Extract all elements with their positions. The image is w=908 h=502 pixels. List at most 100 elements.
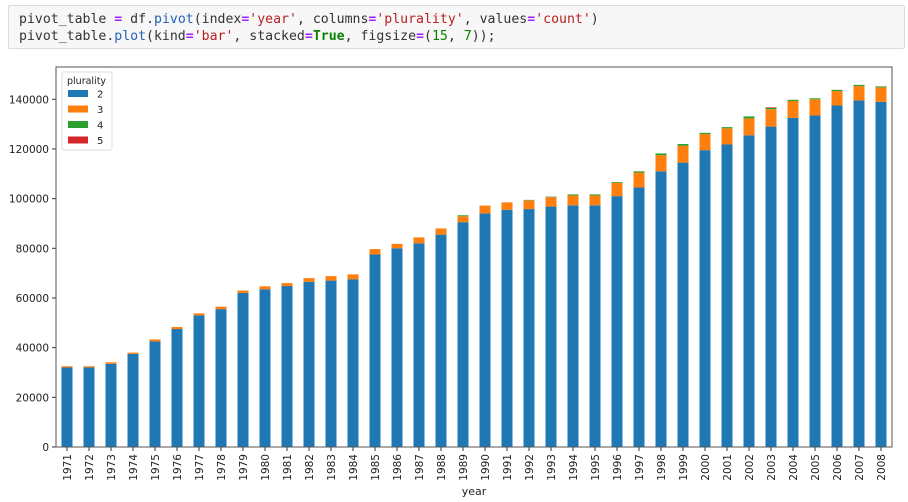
x-tick-label: 2006 xyxy=(832,454,844,481)
bar-segment-1984-3 xyxy=(347,274,359,280)
x-tick-label: 1994 xyxy=(568,454,580,481)
bar-segment-1971-2 xyxy=(61,367,73,447)
bar-segment-1979-3 xyxy=(237,290,249,294)
code-cell[interactable]: pivot_table = df.pivot(index='year', col… xyxy=(8,5,905,49)
x-tick-label: 2003 xyxy=(766,454,778,481)
y-tick-label: 20000 xyxy=(16,392,49,404)
x-tick-label: 1982 xyxy=(304,454,316,481)
code-token: 15 xyxy=(431,29,448,44)
bar-segment-2008-2 xyxy=(875,101,887,447)
bar-segment-2005-4 xyxy=(809,98,821,100)
code-token: 'bar' xyxy=(193,29,234,44)
bar-segment-1981-3 xyxy=(281,283,293,287)
x-tick-label: 1980 xyxy=(260,454,272,481)
legend-swatch-2 xyxy=(68,90,88,97)
code-input[interactable]: pivot_table = df.pivot(index='year', col… xyxy=(19,11,599,45)
bar-segment-1975-2 xyxy=(149,341,161,447)
x-tick-label: 1997 xyxy=(634,454,646,481)
bar-segment-2005-2 xyxy=(809,115,821,448)
bar-segment-1993-2 xyxy=(545,206,557,447)
bar-segment-1971-3 xyxy=(61,366,73,368)
x-tick-label: 1991 xyxy=(502,454,514,481)
bar-segment-1995-3 xyxy=(589,195,601,206)
y-tick-label: 80000 xyxy=(16,243,49,255)
bar-segment-2003-2 xyxy=(765,126,777,447)
bar-segment-1996-4 xyxy=(611,181,623,183)
x-tick-label: 1995 xyxy=(590,454,602,481)
y-tick-label: 0 xyxy=(42,442,49,454)
x-tick-label: 1987 xyxy=(414,454,426,481)
bar-segment-1985-3 xyxy=(369,249,381,255)
bar-segment-1999-2 xyxy=(677,162,689,447)
bar-segment-1984-2 xyxy=(347,279,359,447)
bar-segment-2001-4 xyxy=(721,127,733,129)
bar-segment-2000-4 xyxy=(699,132,711,135)
bar-segment-1988-2 xyxy=(435,234,447,447)
x-tick-label: 1993 xyxy=(546,454,558,481)
bar-segment-1989-2 xyxy=(457,222,469,447)
x-tick-label: 1971 xyxy=(62,454,74,481)
legend-title: plurality xyxy=(67,76,106,87)
x-tick-label: 1973 xyxy=(106,454,118,481)
bar-segment-2004-2 xyxy=(787,117,799,447)
bar-segment-1994-3 xyxy=(567,195,579,206)
bar-segment-1985-2 xyxy=(369,254,381,447)
bar-segment-1986-3 xyxy=(391,243,403,249)
bar-segment-1988-3 xyxy=(435,228,447,235)
bar-segment-2006-3 xyxy=(831,91,843,106)
bar-segment-1981-2 xyxy=(281,286,293,447)
bar-segment-2006-4 xyxy=(831,89,843,92)
bar-segment-2002-3 xyxy=(743,118,755,136)
y-tick-label: 40000 xyxy=(16,343,49,355)
bar-segment-1989-3 xyxy=(457,216,469,223)
code-token: , values xyxy=(463,12,528,27)
bar-segment-1974-3 xyxy=(127,352,139,354)
bar-segment-2000-2 xyxy=(699,150,711,447)
bar-segment-1998-3 xyxy=(655,155,667,172)
code-token: 'year' xyxy=(249,12,297,27)
code-token: , xyxy=(447,29,464,44)
plot-frame xyxy=(55,66,893,448)
code-token: = xyxy=(368,12,377,27)
x-tick-label: 1990 xyxy=(480,454,492,481)
code-token: = xyxy=(304,29,313,44)
bar-segment-1990-2 xyxy=(479,213,491,447)
x-tick-label: 1998 xyxy=(656,454,668,481)
bar-segment-1987-3 xyxy=(413,237,425,244)
x-tick-label: 1975 xyxy=(150,454,162,481)
bar-segment-1972-2 xyxy=(83,367,95,447)
bar-segment-2001-2 xyxy=(721,144,733,448)
code-token: 'plurality' xyxy=(376,12,464,27)
legend-label: 3 xyxy=(97,105,103,116)
bar-segment-1976-2 xyxy=(171,329,183,447)
code-token: 'count' xyxy=(535,12,591,27)
x-tick-label: 1989 xyxy=(458,454,470,481)
bar-segment-1999-3 xyxy=(677,145,689,163)
code-line: pivot_table = df.pivot(index='year', col… xyxy=(19,11,599,28)
x-tick-label: 2000 xyxy=(700,454,712,481)
bar-segment-1973-2 xyxy=(105,363,117,447)
code-token: , columns xyxy=(296,12,369,27)
x-tick-label: 1986 xyxy=(392,454,404,481)
code-token: ( xyxy=(424,29,432,44)
x-tick-label: 1985 xyxy=(370,454,382,481)
bar-segment-1974-2 xyxy=(127,353,139,447)
code-token: (index xyxy=(193,12,242,27)
code-token: pivot_table xyxy=(19,12,115,27)
bar-segment-2003-3 xyxy=(765,109,777,127)
code-token: True xyxy=(312,29,345,44)
code-token: , figsize xyxy=(344,29,417,44)
code-line: pivot_table.plot(kind='bar', stacked=Tru… xyxy=(19,28,599,45)
bar-segment-1993-3 xyxy=(545,197,557,207)
bar-segment-1995-4 xyxy=(589,194,601,196)
x-tick-label: 2005 xyxy=(810,454,822,481)
bar-segment-1980-2 xyxy=(259,289,271,447)
bar-segment-2007-2 xyxy=(853,100,865,447)
x-tick-label: 1978 xyxy=(216,454,228,481)
bar-segment-1982-3 xyxy=(303,278,315,282)
x-tick-label: 1977 xyxy=(194,454,206,481)
bar-segment-2007-3 xyxy=(853,86,865,101)
bar-segment-2003-4 xyxy=(765,107,777,110)
x-tick-label: 1979 xyxy=(238,454,250,481)
code-token: 7 xyxy=(463,29,472,44)
